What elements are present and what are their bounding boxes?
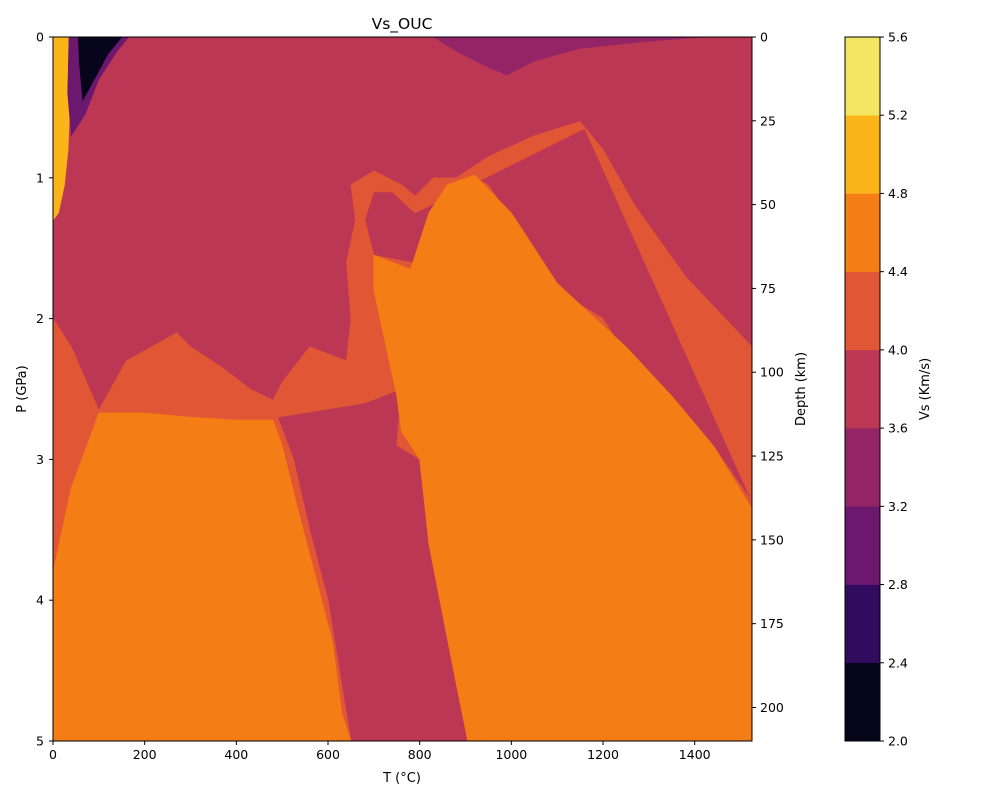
y2-tick-label: 100 — [760, 365, 784, 380]
y2-axis-label: Depth (km) — [794, 352, 809, 426]
y2-tick-label: 75 — [760, 281, 776, 296]
colorbar-frame — [844, 36, 881, 742]
colorbar-tick-label: 5.6 — [888, 30, 908, 45]
colorbar-tick-label: 4.0 — [888, 342, 908, 357]
y2-tick-label: 0 — [760, 30, 768, 45]
colorbar-swatch — [844, 584, 881, 664]
x-tick-label: 200 — [133, 747, 157, 762]
y-axis-label: P (GPa) — [15, 365, 30, 412]
colorbar-tick-label: 3.6 — [888, 421, 908, 436]
x-tick-label: 800 — [408, 747, 432, 762]
x-tick-label: 1000 — [495, 747, 527, 762]
colorbar-swatch — [844, 506, 881, 585]
colorbar-tick-label: 4.4 — [888, 264, 908, 279]
x-axis: 0 200 400 600 800 1000 1200 1400 — [49, 741, 711, 762]
y-axis-right: 0 25 50 75 100 125 150 175 200 — [752, 30, 784, 715]
y-tick-label: 2 — [36, 311, 44, 326]
region-vs-4.4-4.8-right-large — [373, 174, 752, 741]
colorbar-swatch — [844, 193, 881, 272]
colorbar-swatch — [844, 36, 881, 116]
x-tick-label: 1200 — [587, 747, 619, 762]
colorbar-swatch — [844, 349, 881, 429]
region-vs-4.4-4.8-bottom-left — [53, 412, 352, 741]
colorbar-tick-label: 2.8 — [888, 577, 908, 592]
colorbar-swatch — [844, 427, 881, 507]
heatmap-regions — [53, 37, 752, 741]
x-tick-label: 1400 — [679, 747, 711, 762]
y-tick-label: 0 — [36, 30, 44, 45]
colorbar-tick-label: 2.4 — [888, 655, 908, 670]
x-tick-label: 0 — [49, 747, 57, 762]
colorbar-tick-label: 3.2 — [888, 499, 908, 514]
plot-frame — [52, 36, 753, 742]
colorbar-tick-label: 2.0 — [888, 734, 908, 749]
region-vs-3.2-3.6-top-center — [432, 37, 704, 76]
colorbar-tick-label: 4.8 — [888, 186, 908, 201]
y-axis-left: 0 1 2 3 4 5 — [36, 30, 53, 749]
colorbar: 2.0 2.4 2.8 3.2 3.6 4.0 4.4 4.8 5.2 5.6 — [844, 30, 908, 749]
y-tick-label: 3 — [36, 452, 44, 467]
colorbar-label: Vs (Km/s) — [918, 358, 933, 420]
y2-tick-label: 125 — [760, 449, 784, 464]
y2-tick-label: 150 — [760, 532, 784, 547]
chart-title: Vs_OUC — [372, 15, 433, 34]
x-tick-label: 600 — [316, 747, 340, 762]
y-tick-label: 5 — [36, 734, 44, 749]
y2-tick-label: 175 — [760, 616, 784, 631]
y-tick-label: 1 — [36, 170, 44, 185]
y-tick-label: 4 — [36, 593, 44, 608]
y2-tick-label: 200 — [760, 700, 784, 715]
y2-tick-label: 50 — [760, 197, 776, 212]
region-vs-2.0-2.4-top-left-core — [77, 37, 123, 102]
colorbar-swatch — [844, 114, 881, 194]
x-tick-label: 400 — [224, 747, 248, 762]
x-axis-label: T (°C) — [382, 771, 421, 786]
colorbar-swatch — [844, 271, 881, 351]
colorbar-tick-label: 5.2 — [888, 108, 908, 123]
colorbar-swatch — [844, 662, 881, 742]
y2-tick-label: 25 — [760, 113, 776, 128]
